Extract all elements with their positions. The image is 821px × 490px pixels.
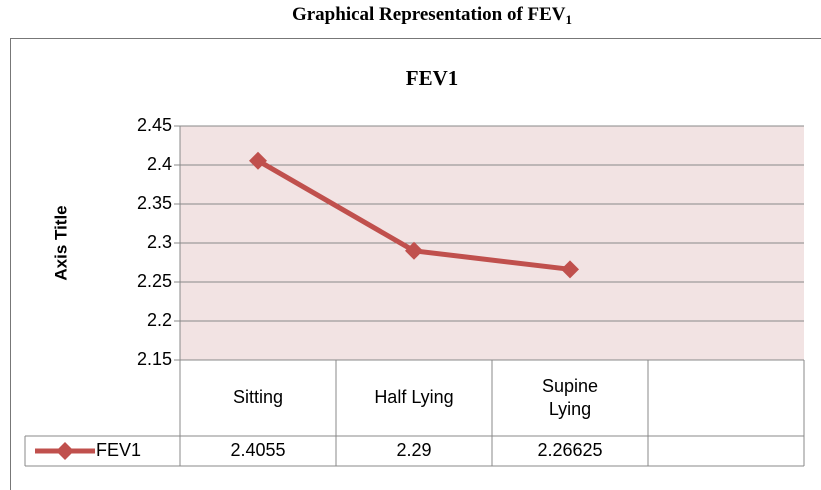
y-axis-title: Axis Title [51, 205, 70, 280]
table-value: 2.26625 [492, 436, 648, 466]
x-tick-label: Half Lying [336, 360, 492, 436]
caption-subscript: 1 [566, 12, 573, 27]
table-value: 2.4055 [180, 436, 336, 466]
data-point [405, 241, 423, 260]
data-point [561, 260, 579, 279]
table-value: 2.29 [336, 436, 492, 466]
chart-border [10, 38, 821, 490]
data-point [249, 151, 267, 170]
legend-marker [56, 442, 74, 460]
table-value-text: 2.26625 [537, 440, 603, 461]
y-tick-label: 2.25 [137, 271, 172, 291]
table-value-text: 2.29 [396, 440, 432, 461]
legend-label: FEV1 [96, 440, 141, 460]
y-tick-label: 2.2 [147, 310, 172, 330]
x-tick-label-text: Half Lying [374, 387, 454, 408]
caption: Graphical Representation of FEV1 [292, 4, 572, 27]
y-tick-label: 2.35 [137, 193, 172, 213]
y-tick-label: 2.15 [137, 349, 172, 369]
y-tick-label: 2.4 [147, 154, 172, 174]
chart-title: FEV1 [406, 66, 459, 90]
y-tick-label: 2.3 [147, 232, 172, 252]
y-tick-label: 2.45 [137, 115, 172, 135]
x-tick-label-text: Sitting [232, 387, 284, 408]
x-tick-label-text: Supine Lying [541, 375, 599, 419]
x-tick-label: Supine Lying [492, 360, 648, 436]
table-value-text: 2.4055 [230, 440, 286, 461]
caption-text: Graphical Representation of FEV [292, 4, 566, 25]
x-tick-label: Sitting [180, 360, 336, 436]
